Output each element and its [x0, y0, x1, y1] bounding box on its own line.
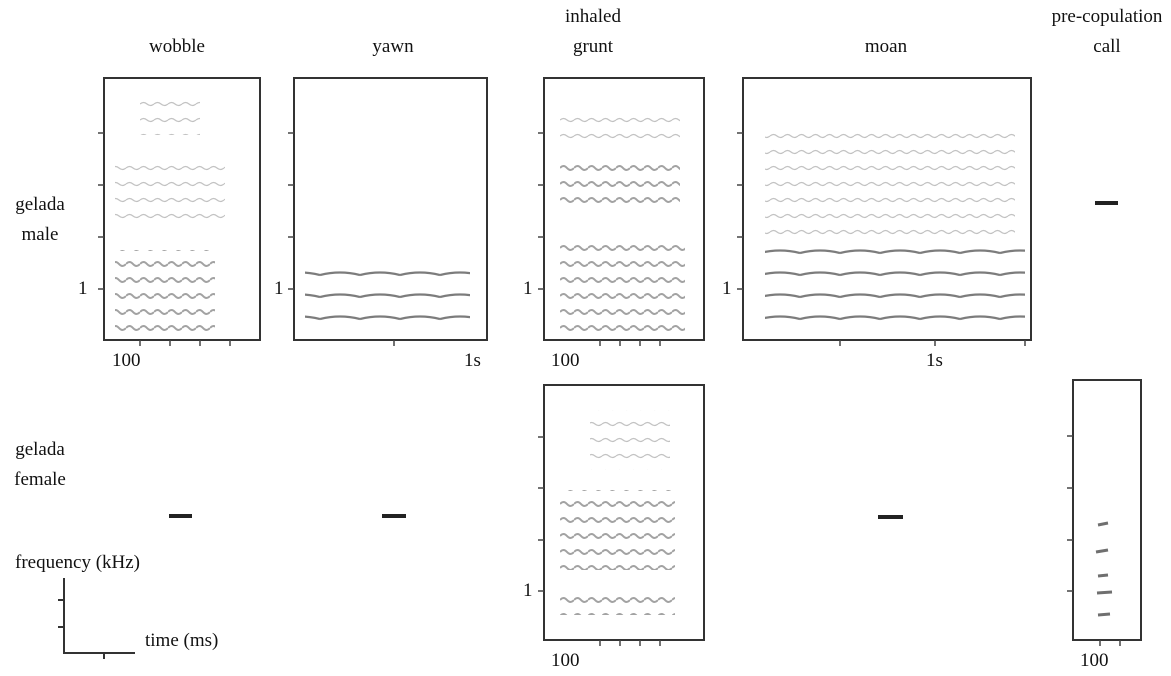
x-label: 100 — [1080, 650, 1109, 671]
column-title: pre-copulation call — [1051, 6, 1163, 57]
column-title: inhaled grunt — [565, 6, 621, 57]
panel-male-yawn — [288, 77, 488, 346]
y-label: 1 — [523, 278, 533, 299]
legend-y-axis: frequency (kHz) — [15, 552, 141, 573]
column-title: wobble — [149, 36, 205, 57]
y-label: 1 — [78, 278, 88, 299]
panel-male-wobble — [98, 77, 261, 346]
panel-female-grunt — [538, 384, 705, 646]
x-label: 100 — [112, 350, 141, 371]
panel-female-precop — [1067, 379, 1142, 646]
y-label: 1 — [523, 580, 533, 601]
legend-axes — [58, 578, 135, 659]
x-label: 100 — [551, 650, 580, 671]
x-label: 100 — [551, 350, 580, 371]
row-label: gelada female — [14, 439, 66, 490]
panel-male-moan — [737, 77, 1032, 346]
x-label: 1s — [926, 350, 943, 371]
row-label: gelada male — [15, 194, 65, 245]
legend-x-axis: time (ms) — [145, 630, 219, 651]
x-label: 1s — [464, 350, 481, 371]
y-label: 1 — [722, 278, 732, 299]
column-title: yawn — [372, 36, 414, 57]
column-title: moan — [864, 36, 908, 57]
y-label: 1 — [274, 278, 284, 299]
panel-male-grunt — [538, 77, 705, 346]
